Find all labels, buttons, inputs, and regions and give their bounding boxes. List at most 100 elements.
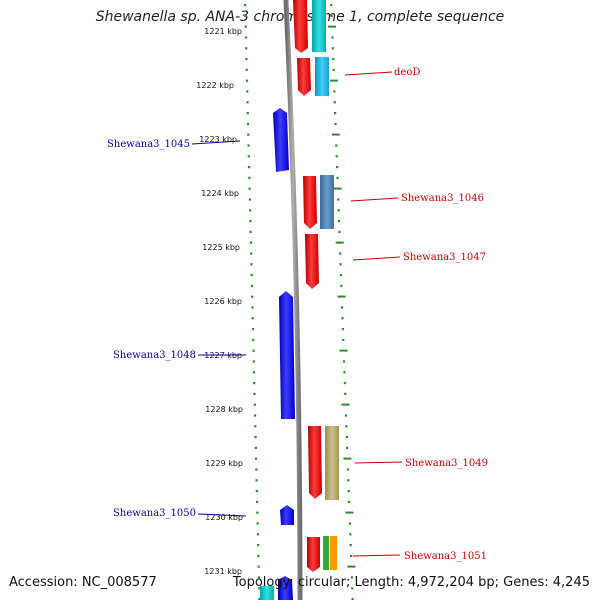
tick-mark [253, 414, 257, 417]
gene-label-shewana3-1049[interactable]: Shewana3_1049 [405, 458, 488, 469]
tick-mark [335, 166, 339, 169]
tick-mark [257, 544, 260, 547]
gene-arrow-shewana3-1049[interactable] [308, 426, 322, 499]
tick-mark [347, 479, 350, 482]
gene-arrow-shewana3-1045[interactable] [273, 108, 289, 172]
tick-mark [337, 220, 341, 223]
backbone-line [283, 0, 303, 600]
tick-mark [257, 576, 261, 579]
gene-arrow-shewana3-1047[interactable] [305, 234, 319, 289]
tick-mark [250, 252, 253, 255]
tick-track-right [327, 4, 356, 600]
tick-mark [249, 230, 252, 233]
leader-line-shewana3-1046 [350, 197, 399, 202]
gene-arrow-bottom[interactable] [278, 576, 293, 600]
tick-mark [255, 479, 258, 482]
tick-mark [246, 112, 249, 115]
kbp-label: 1226 kbp [204, 297, 242, 306]
tick-mark [256, 500, 259, 503]
tick-mark [330, 14, 333, 17]
tick-mark [335, 241, 344, 244]
leader-line-deod [344, 71, 393, 76]
leader-line-shewana3-1051 [352, 554, 401, 557]
tick-mark [351, 587, 354, 590]
gene-label-shewana3-1046[interactable]: Shewana3_1046 [401, 193, 484, 204]
tick-mark [338, 230, 341, 233]
gene-arrow-top[interactable] [293, 0, 308, 53]
tick-mark [350, 576, 353, 579]
tick-mark [252, 371, 256, 374]
tick-mark [339, 274, 343, 277]
tick-mark [253, 392, 256, 395]
tick-mark [347, 490, 350, 493]
gene-label-shewana3-1050[interactable]: Shewana3_1050 [113, 508, 196, 519]
tick-mark [335, 155, 338, 158]
accession-text: Accession: NC_008577 [9, 575, 157, 590]
tick-mark [343, 382, 346, 385]
tick-mark [248, 176, 251, 179]
tick-mark [349, 544, 352, 547]
gene-arrow-deod[interactable] [297, 58, 311, 96]
tick-mark [331, 36, 334, 39]
tick-mark [346, 446, 349, 449]
tick-mark [246, 101, 249, 104]
tick-mark [343, 457, 352, 460]
tick-mark [351, 598, 354, 600]
tick-mark [245, 79, 249, 82]
tick-mark [250, 284, 254, 287]
gene-label-shewana3-1045[interactable]: Shewana3_1045 [107, 139, 190, 150]
tick-mark [344, 414, 348, 417]
kbp-label: 1231 kbp [204, 567, 242, 576]
gene-arrow-shewana3-1050[interactable] [280, 505, 294, 525]
cog-boxes [260, 0, 339, 600]
tick-mark [348, 522, 352, 525]
tick-mark [327, 25, 336, 28]
tick-mark [342, 338, 345, 341]
tick-mark [339, 349, 348, 352]
tick-mark [332, 68, 335, 71]
tick-mark [253, 403, 256, 406]
cog-box-khaki [325, 426, 339, 500]
tick-mark [258, 598, 261, 600]
tick-mark [252, 349, 255, 352]
cog-box-lightblue [315, 57, 329, 96]
tick-mark [256, 522, 259, 525]
cog-box-orange [330, 536, 337, 570]
tick-mark [249, 209, 252, 212]
gene-label-shewana3-1051[interactable]: Shewana3_1051 [404, 551, 487, 562]
tick-mark [332, 58, 335, 61]
tick-mark [252, 360, 255, 363]
tick-mark [255, 468, 258, 471]
leader-line-shewana3-1049 [354, 461, 403, 464]
cog-box-green [323, 536, 329, 570]
tick-mark [244, 14, 247, 17]
gene-arrow-shewana3-1051[interactable] [307, 537, 320, 572]
gene-label-shewana3-1048[interactable]: Shewana3_1048 [113, 350, 196, 361]
tick-mark [244, 25, 247, 28]
tick-mark [249, 220, 252, 223]
tick-mark [251, 295, 254, 298]
label-leader-lines [191, 71, 403, 557]
tick-mark [333, 90, 336, 93]
tick-mark [341, 306, 344, 309]
tick-mark [340, 284, 343, 287]
gene-arrow-shewana3-1048[interactable] [279, 291, 295, 419]
cog-box-steelblue [320, 175, 334, 229]
forward-strand-genes [293, 0, 322, 572]
gene-label-deod[interactable]: deoD [394, 67, 420, 78]
gene-label-shewana3-1047[interactable]: Shewana3_1047 [403, 252, 486, 263]
tick-mark [348, 500, 351, 503]
tick-mark [253, 382, 256, 385]
tick-mark [256, 511, 259, 514]
tick-mark [333, 187, 342, 190]
tick-mark [247, 133, 250, 136]
gene-arrow-shewana3-1046[interactable] [303, 176, 317, 229]
tick-mark [244, 36, 248, 39]
tick-track-left [244, 4, 261, 600]
tick-mark [334, 122, 337, 125]
tick-mark [331, 47, 334, 50]
tick-mark [252, 338, 255, 341]
kbp-labels: 1221 kbp 1222 kbp 1223 kbp 1224 kbp 1225… [196, 27, 243, 576]
tick-mark [336, 176, 339, 179]
